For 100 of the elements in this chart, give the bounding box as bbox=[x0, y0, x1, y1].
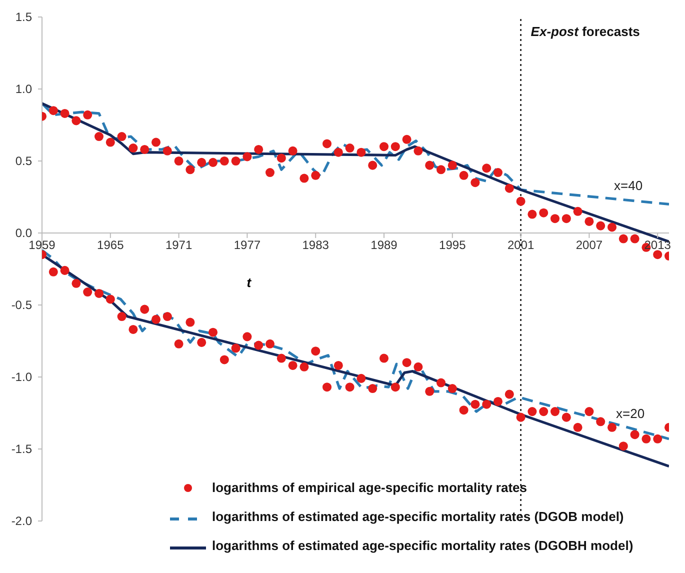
point bbox=[550, 214, 560, 224]
point bbox=[186, 165, 195, 174]
point bbox=[379, 354, 389, 363]
annotation: x=20 bbox=[616, 406, 645, 421]
point bbox=[368, 384, 378, 394]
point bbox=[356, 374, 366, 383]
point bbox=[117, 312, 126, 322]
point bbox=[48, 267, 58, 276]
point bbox=[208, 158, 218, 167]
point bbox=[562, 214, 571, 224]
x-tick-label: 1959 bbox=[28, 238, 56, 252]
y-tick-label: 0.0 bbox=[15, 226, 32, 240]
annotation: x=40 bbox=[614, 178, 643, 193]
point bbox=[414, 362, 423, 372]
x-tick-label: 1983 bbox=[302, 238, 330, 252]
point bbox=[618, 442, 628, 451]
point bbox=[83, 110, 92, 120]
point bbox=[311, 170, 320, 180]
point bbox=[584, 216, 594, 226]
x-tick-label: 2001 bbox=[507, 238, 534, 252]
point bbox=[516, 196, 526, 206]
x-tick-label: 1971 bbox=[165, 238, 192, 252]
point bbox=[459, 170, 468, 180]
point bbox=[140, 304, 150, 314]
point bbox=[72, 278, 81, 288]
point bbox=[390, 382, 400, 392]
point bbox=[83, 288, 92, 297]
point bbox=[276, 354, 286, 363]
point bbox=[117, 132, 126, 142]
point bbox=[106, 294, 115, 304]
point bbox=[94, 288, 104, 298]
x-tick-label: 1965 bbox=[97, 238, 124, 252]
point bbox=[254, 340, 264, 350]
x-tick-label: 1989 bbox=[370, 238, 398, 252]
point bbox=[402, 134, 412, 144]
point bbox=[596, 417, 606, 426]
point bbox=[596, 221, 606, 230]
point bbox=[607, 222, 617, 232]
point bbox=[448, 160, 457, 170]
y-tick-label: -1.0 bbox=[11, 370, 32, 384]
point bbox=[128, 324, 138, 334]
y-tick-label: -0.5 bbox=[11, 298, 32, 312]
point bbox=[334, 360, 343, 370]
legend-label: logarithms of estimated age-specific mortality rates (DGOBH model) bbox=[212, 538, 634, 553]
point bbox=[197, 338, 206, 347]
point bbox=[345, 382, 354, 392]
point bbox=[368, 160, 378, 170]
point bbox=[482, 400, 492, 409]
y-tick-label: 1.5 bbox=[15, 10, 32, 24]
x-tick-label: 1995 bbox=[439, 238, 466, 252]
point bbox=[242, 332, 252, 342]
y-tick-label: -2.0 bbox=[11, 514, 32, 528]
point bbox=[425, 160, 434, 170]
point bbox=[653, 434, 662, 444]
point bbox=[470, 400, 480, 409]
point bbox=[220, 355, 229, 364]
point bbox=[618, 234, 628, 244]
point bbox=[60, 266, 70, 275]
point bbox=[72, 116, 81, 126]
point bbox=[197, 158, 206, 167]
x-axis-title: t bbox=[246, 275, 252, 290]
point bbox=[231, 344, 240, 353]
point bbox=[607, 422, 617, 432]
point bbox=[493, 168, 503, 178]
point bbox=[630, 430, 640, 440]
y-tick-label: 1.0 bbox=[15, 82, 32, 96]
point bbox=[528, 407, 537, 416]
point bbox=[48, 106, 58, 116]
point bbox=[300, 174, 309, 183]
point bbox=[539, 407, 548, 416]
point bbox=[300, 362, 309, 372]
point bbox=[151, 314, 161, 324]
point bbox=[459, 406, 468, 415]
point bbox=[162, 146, 172, 156]
point bbox=[174, 156, 184, 166]
ref-line-label: Ex-post forecasts bbox=[530, 24, 640, 39]
point bbox=[573, 206, 582, 216]
point bbox=[528, 210, 537, 219]
point bbox=[414, 146, 423, 156]
point bbox=[322, 139, 332, 148]
point bbox=[642, 434, 651, 444]
point bbox=[356, 148, 366, 157]
point bbox=[276, 154, 286, 163]
point bbox=[436, 378, 446, 388]
point bbox=[106, 138, 115, 147]
legend-label: logarithms of empirical age-specific mortality rates bbox=[212, 480, 527, 495]
point bbox=[265, 168, 275, 178]
point bbox=[128, 144, 138, 153]
point bbox=[345, 144, 354, 153]
point bbox=[630, 234, 640, 244]
point bbox=[334, 148, 343, 157]
point bbox=[231, 156, 240, 166]
point bbox=[288, 146, 298, 156]
y-tick-label: 0.5 bbox=[15, 154, 32, 168]
point bbox=[322, 382, 332, 392]
point bbox=[186, 318, 195, 327]
point bbox=[379, 142, 389, 152]
point bbox=[151, 138, 161, 147]
point bbox=[425, 386, 434, 396]
point bbox=[584, 407, 594, 416]
